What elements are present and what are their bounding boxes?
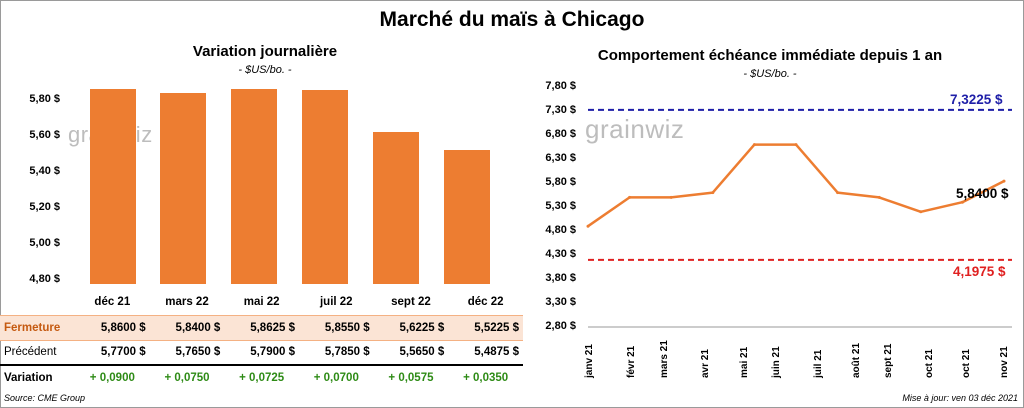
col-month: juil 22 [319,296,353,309]
table-cell: 5,5650 $ [399,346,445,359]
last-price-label: 5,8400 $ [956,186,1009,201]
price-point [1002,179,1006,183]
price-line [587,143,1005,228]
left-panel-subtitle: - $US/bo. - [238,64,292,76]
table-cell: 5,8625 $ [250,321,295,334]
y-tick-label: 2,80 $ [545,320,576,332]
col-month: mars 22 [165,296,209,309]
y-tick-label: 5,80 $ [545,176,576,188]
left-panel-title: Variation journalière [192,43,338,60]
price-point [586,224,590,228]
table-row-variation: Variation + 0,0900 + 0,0750 + 0,0725 + 0… [0,365,523,390]
x-tick-label: oct 21 [924,349,935,378]
bar [444,149,490,284]
price-point [794,143,798,147]
table-cell: 5,7700 $ [100,346,146,359]
price-point [919,210,923,214]
y-tick-label: 3,80 $ [545,272,576,284]
col-month: mai 22 [243,296,280,309]
table-cell: 5,4875 $ [474,346,519,359]
bar [160,92,206,284]
y-tick-label: 3,30 $ [545,296,576,308]
table-cell: + 0,0700 [313,372,359,384]
y-tick-label: 5,20 $ [29,201,60,213]
bar [90,89,136,284]
high-reference-label: 7,3225 $ [950,92,1003,107]
x-tick-label: juil 21 [813,349,824,378]
price-point [669,195,673,199]
table-cell: 5,7850 $ [324,346,370,359]
x-tick-label: août 21 [851,342,862,378]
table-header-row: déc 21 mars 22 mai 22 juil 22 sept 22 dé… [0,290,523,315]
col-month: déc 22 [467,296,504,309]
table-row-fermeture: Fermeture 5,8600 $ 5,8400 $ 5,8625 $ 5,8… [0,315,523,340]
price-point [628,195,632,199]
x-tick-label: nov 21 [999,346,1010,378]
price-table: déc 21 mars 22 mai 22 juil 22 sept 22 dé… [0,290,523,390]
main-title: Marché du maïs à Chicago [379,8,645,31]
bar [373,131,419,284]
right-panel-title: Comportement échéance immédiate depuis 1… [597,47,943,64]
table-cell: 5,7900 $ [250,346,295,359]
row-label: Fermeture [4,321,61,334]
x-tick-label: oct 21 [961,349,972,378]
y-tick-label: 6,80 $ [545,128,576,140]
table-cell: 5,8400 $ [175,321,221,334]
y-tick-label: 5,30 $ [545,200,576,212]
table-cell: 5,8550 $ [324,321,370,334]
bar [231,88,277,284]
table-cell: + 0,0575 [388,372,434,384]
price-point [752,143,756,147]
y-tick-label: 4,80 $ [29,273,60,285]
bar [302,90,348,284]
y-tick-label: 5,80 $ [29,93,60,105]
x-tick-label: févr 21 [626,345,637,378]
row-label: Précédent [4,346,57,359]
table-cell: 5,8600 $ [100,321,146,334]
y-tick-label: 6,30 $ [545,152,576,164]
y-tick-label: 5,40 $ [29,165,60,177]
x-tick-label: mars 21 [659,340,670,378]
right-watermark: grainwiz [585,114,685,144]
table-cell: 5,6225 $ [399,321,445,334]
x-tick-label: mai 21 [739,346,750,378]
price-point [960,200,964,204]
y-tick-label: 4,80 $ [545,224,576,236]
x-tick-label: sept 21 [883,343,894,378]
table-cell: 5,7650 $ [175,346,221,359]
y-tick-label: 4,30 $ [545,248,576,260]
y-tick-label: 5,60 $ [29,129,60,141]
table-cell: + 0,0900 [89,372,135,384]
table-cell: 5,5225 $ [474,321,519,334]
table-row-precedent: Précédent 5,7700 $ 5,7650 $ 5,7900 $ 5,7… [0,340,523,365]
col-month: déc 21 [94,296,131,309]
price-point [877,195,881,199]
x-tick-label: janv 21 [584,344,595,378]
col-month: sept 22 [391,296,431,309]
x-tick-label: avr 21 [700,349,711,378]
table-cell: + 0,0725 [239,372,285,384]
y-tick-label: 7,80 $ [545,80,576,92]
source-note: Source: CME Group [4,393,86,403]
y-tick-label: 7,30 $ [545,104,576,116]
row-label: Variation [4,372,53,384]
table-cell: + 0,0350 [463,372,509,384]
price-point [836,191,840,195]
low-reference-label: 4,1975 $ [953,264,1006,279]
y-tick-label: 5,00 $ [29,237,60,249]
right-panel-subtitle: - $US/bo. - [743,68,797,80]
x-tick-label: juin 21 [771,346,782,378]
update-note: Mise à jour: ven 03 déc 2021 [902,393,1018,403]
price-point [711,191,715,195]
table-cell: + 0,0750 [164,372,210,384]
